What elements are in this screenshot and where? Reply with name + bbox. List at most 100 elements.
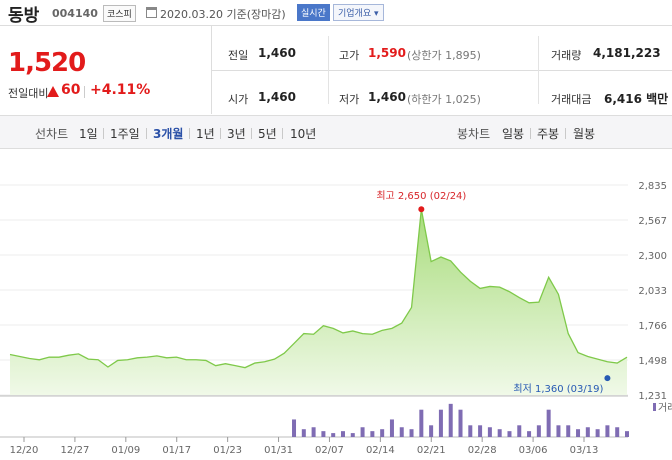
y-tick-label: 2,033: [638, 286, 667, 297]
upper-limit: (상한가 1,895): [407, 49, 481, 62]
realtime-button[interactable]: 실시간: [297, 4, 330, 21]
x-tick-label: 01/31: [264, 445, 293, 456]
divider: [328, 36, 329, 104]
volume-bar: [350, 433, 355, 437]
company-overview-button[interactable]: 기업개요 ▾: [333, 4, 384, 21]
period-3m[interactable]: 3개월: [153, 127, 184, 141]
change-label: 전일대비: [8, 87, 49, 100]
stock-header: 동방 004140 코스피 2020.03.20 기준(장마감) 실시간 기업개…: [0, 0, 672, 26]
volume-bar: [419, 409, 424, 437]
volume-bar: [478, 425, 483, 437]
y-tick-label: 2,567: [638, 216, 667, 227]
volume-bar: [370, 431, 375, 437]
divider: [565, 128, 566, 139]
divider: [212, 70, 672, 71]
lower-limit: (하한가 1,025): [407, 93, 481, 106]
volume-bar: [615, 427, 620, 437]
price-summary: 1,520 전일대비 60 +4.11%: [0, 26, 212, 114]
y-tick-label: 1,766: [638, 321, 667, 332]
period-selector: 선차트 1일 1주일 3개월 1년 3년 5년 10년 봉차트 일봉 주봉 월봉: [0, 115, 672, 149]
y-tick-label: 2,835: [638, 181, 667, 192]
volume-bar: [409, 429, 414, 437]
stock-code: 004140: [52, 7, 98, 20]
line-chart-label: 선차트: [35, 127, 69, 141]
volume-bar: [605, 425, 610, 437]
divider: [282, 128, 283, 139]
high-marker: [418, 206, 425, 213]
low-value: 1,460: [368, 90, 406, 104]
prev-close-label: 전일: [228, 49, 249, 62]
volume-bar: [585, 427, 590, 437]
period-10y[interactable]: 10년: [290, 127, 317, 141]
x-tick-label: 01/17: [162, 445, 191, 456]
x-tick-label: 02/14: [366, 445, 395, 456]
divider: [189, 128, 190, 139]
volume-bar: [389, 419, 394, 437]
low-annotation: 최저 1,360 (03/19): [513, 383, 603, 395]
stock-name: 동방: [8, 6, 40, 26]
volume-legend-label: 거래: [658, 402, 672, 414]
x-tick-label: 01/23: [213, 445, 242, 456]
x-tick-label: 01/09: [111, 445, 140, 456]
candle-daily[interactable]: 일봉: [502, 127, 525, 141]
volume-bar: [360, 427, 365, 437]
divider: [530, 128, 531, 139]
x-tick-label: 02/28: [468, 445, 497, 456]
open-value: 1,460: [258, 90, 296, 104]
volume-bar: [429, 425, 434, 437]
volume-bar: [458, 409, 463, 437]
volume-bar: [556, 425, 561, 437]
divider: [220, 128, 221, 139]
current-price: 1,520: [8, 48, 86, 78]
base-date: 2020.03.20 기준(장마감): [160, 8, 286, 21]
volume-bar: [566, 425, 571, 437]
high-label: 고가: [339, 49, 360, 62]
prev-close-value: 1,460: [258, 46, 296, 60]
x-tick-label: 12/27: [60, 445, 89, 456]
period-1d[interactable]: 1일: [79, 127, 98, 141]
volume-bar: [340, 431, 345, 437]
candle-monthly[interactable]: 월봉: [573, 127, 596, 141]
amount-value: 6,416 백만: [604, 92, 669, 106]
period-1y[interactable]: 1년: [196, 127, 215, 141]
volume-bar: [438, 409, 443, 437]
x-tick-label: 02/21: [417, 445, 446, 456]
volume-bar: [576, 429, 581, 437]
volume-bar: [507, 431, 512, 437]
market-badge: 코스피: [103, 5, 136, 22]
volume-bar: [595, 429, 600, 437]
candle-chart-label: 봉차트: [457, 127, 491, 141]
candle-weekly[interactable]: 주봉: [537, 127, 560, 141]
volume-bar: [448, 403, 453, 437]
divider: [251, 128, 252, 139]
low-label: 저가: [339, 93, 360, 106]
period-1w[interactable]: 1주일: [110, 127, 140, 141]
price-area: [10, 209, 627, 395]
volume-bar: [497, 429, 502, 437]
period-3y[interactable]: 3년: [227, 127, 246, 141]
divider: [538, 36, 539, 104]
volume-bar: [536, 425, 541, 437]
volume-bar: [292, 419, 297, 437]
y-tick-label: 1,498: [638, 356, 667, 367]
price-chart: 거래 2,835 2,567 2,300 2,033 1,766 1,498 1,231 12…: [0, 150, 672, 460]
divider: [146, 128, 147, 139]
x-tick-label: 03/13: [570, 445, 599, 456]
open-label: 시가: [228, 93, 249, 106]
y-tick-label: 2,300: [638, 251, 667, 262]
volume-bar: [380, 429, 385, 437]
change-percent: +4.11%: [90, 82, 151, 98]
x-tick-label: 12/20: [10, 445, 39, 456]
volume-bar: [487, 427, 492, 437]
period-5y[interactable]: 5년: [258, 127, 277, 141]
volume-bar: [399, 427, 404, 437]
up-arrow-icon: [47, 86, 59, 97]
volume-label: 거래량: [551, 49, 582, 62]
high-annotation: 최고 2,650 (02/24): [376, 190, 466, 202]
volume-bar: [517, 425, 522, 437]
x-tick-label: 03/06: [519, 445, 548, 456]
volume-bar: [331, 433, 336, 437]
volume-bar: [301, 429, 306, 437]
volume-bar: [546, 409, 551, 437]
volume-bar: [625, 431, 629, 437]
